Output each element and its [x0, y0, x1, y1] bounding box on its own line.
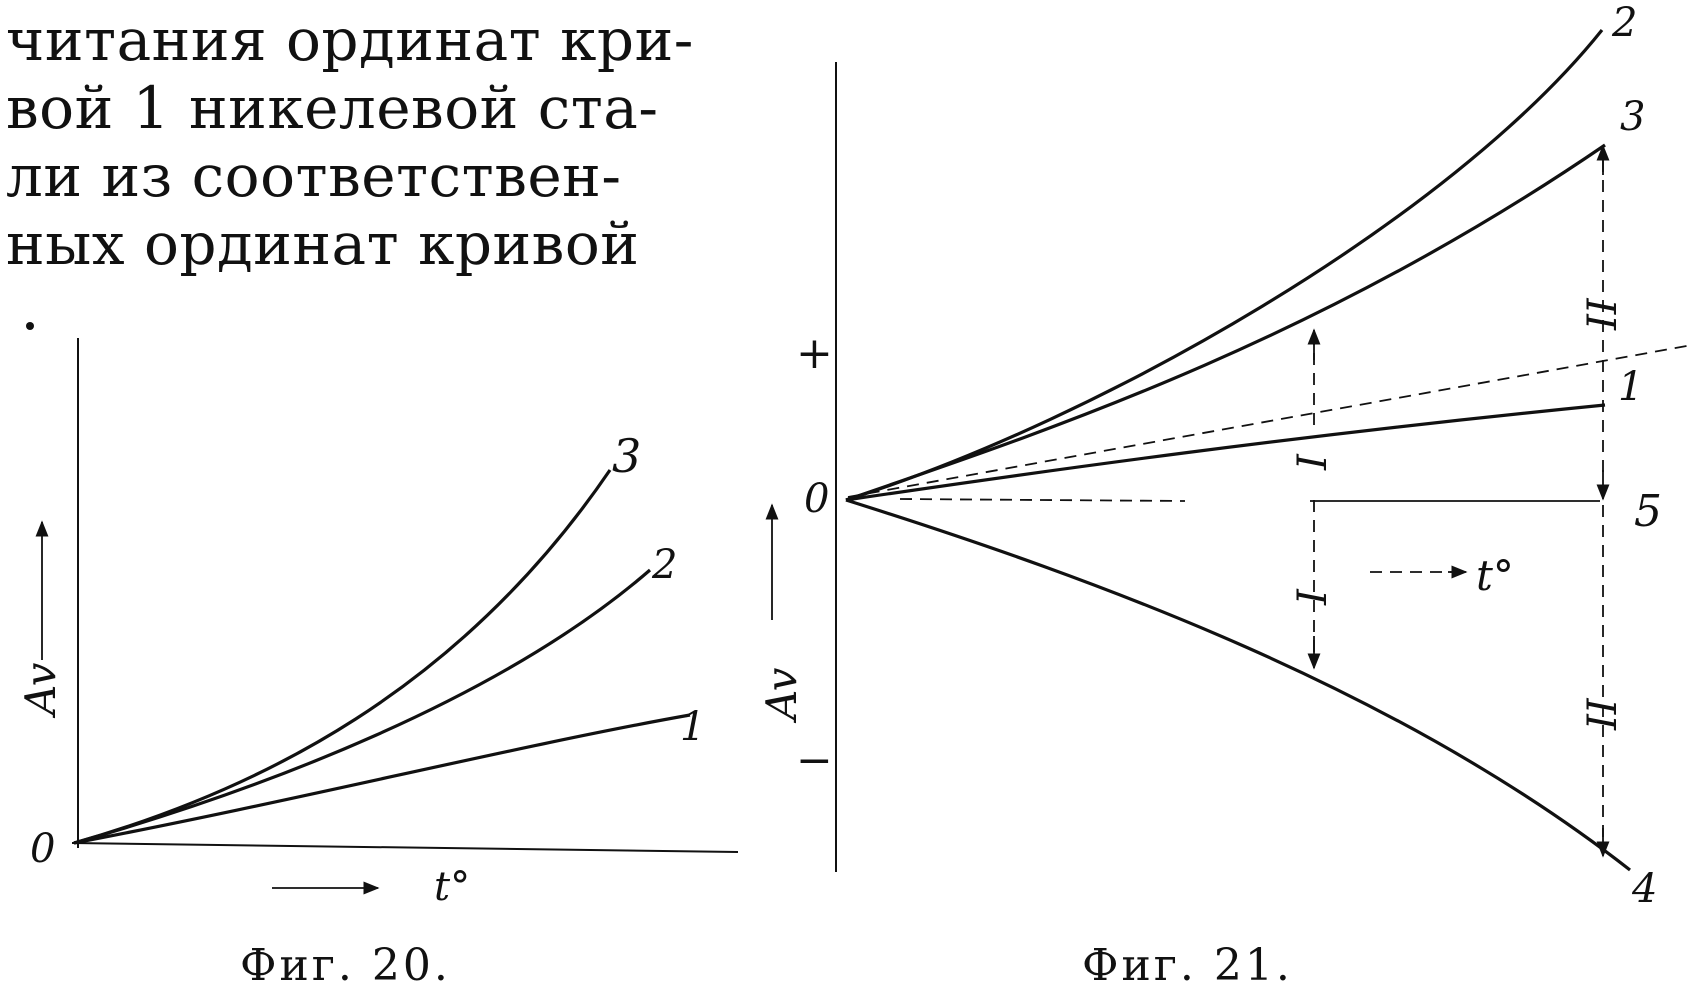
fig21-curve-3-label: 3 — [1620, 94, 1645, 140]
figure-21: 2 3 1 4 5 + − 0 Av t° I I II II Фиг. 21. — [757, 0, 1692, 986]
fig21-curve-1 — [845, 403, 1606, 502]
fig21-curve-2-label: 2 — [1611, 0, 1637, 46]
fig21-x-axis-label: t° — [1476, 551, 1514, 600]
fig20-x-axis — [71, 842, 739, 853]
fig21-interval-II-label-upper: II — [1580, 297, 1626, 331]
fig21-zero-dashed — [899, 498, 1186, 502]
fig21-caption: Фиг. 21. — [1082, 940, 1293, 986]
text-line: ли из соответствен- — [6, 142, 622, 210]
fig20-curve-3-label: 3 — [612, 429, 641, 483]
fig21-interval-II-label-lower: II — [1580, 697, 1626, 731]
fig21-curve-2 — [845, 28, 1604, 502]
fig20-curve-1 — [73, 713, 691, 845]
fig21-origin-label: 0 — [804, 476, 829, 522]
fig21-curve-4 — [845, 498, 1631, 872]
fig21-curve-4-label: 4 — [1631, 866, 1657, 912]
fig20-x-axis-label: t° — [434, 864, 470, 910]
fig20-curve-2 — [73, 568, 652, 845]
fig20-y-axis-label: Av — [16, 662, 65, 719]
figure-20: 1 2 3 0 Av t° Фиг. 20. — [16, 322, 739, 986]
fig20-caption: Фиг. 20. — [240, 940, 451, 986]
fig21-tangent-dashed — [847, 344, 1692, 498]
text-line: ных ординат кривой — [6, 210, 640, 278]
fig21-y-axis-label: Av — [757, 667, 806, 724]
body-text: читания ординат кри- вой 1 никелевой ста… — [6, 6, 746, 278]
fig21-curve-3 — [845, 143, 1606, 502]
fig21-interval-I-label-lower: I — [1290, 588, 1336, 606]
text-line: читания ординат кри- — [6, 6, 694, 74]
fig21-minus-sign: − — [796, 735, 833, 786]
fig21-curve-1-label: 1 — [1618, 364, 1643, 410]
text-line: вой 1 никелевой ста- — [6, 74, 659, 142]
fig20-curve-1-label: 1 — [680, 704, 705, 750]
fig20-curve-2-label: 2 — [651, 542, 677, 588]
fig20-origin-label: 0 — [30, 826, 55, 872]
fig20-curve-3 — [73, 469, 612, 845]
ink-dot — [26, 322, 34, 330]
fig21-interval-I-label-upper: I — [1290, 453, 1336, 471]
fig21-plus-sign: + — [796, 328, 833, 379]
fig21-curve-5-label: 5 — [1634, 486, 1662, 537]
